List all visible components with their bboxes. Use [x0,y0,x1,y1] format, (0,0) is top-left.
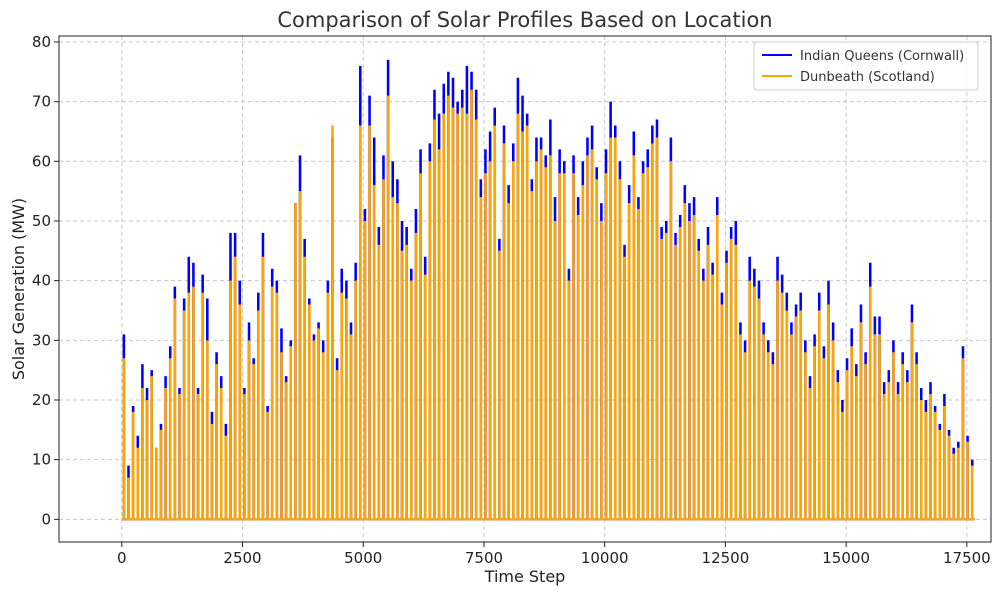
plot-area [121,59,975,521]
x-tick-label: 12500 [702,549,750,567]
y-tick-label: 60 [32,152,51,170]
legend-box [753,41,979,91]
series-dunbeath [121,89,975,521]
y-tick-label: 30 [32,331,51,349]
y-tick-label: 40 [32,272,51,290]
chart-title: Comparison of Solar Profiles Based on Lo… [277,8,772,32]
y-tick-label: 70 [32,93,51,111]
legend-label-indian-queens: Indian Queens (Cornwall) [800,49,964,64]
legend: Indian Queens (Cornwall) Dunbeath (Scotl… [753,41,979,91]
x-tick-label: 0 [117,549,127,567]
x-tick-label: 2500 [223,549,261,567]
y-axis-ticks: 0 10 20 30 40 50 60 70 80 [32,33,59,528]
x-axis-title: Time Step [484,567,566,586]
y-tick-label: 20 [32,391,51,409]
plot-frame [58,35,992,543]
legend-label-dunbeath: Dunbeath (Scotland) [800,70,935,85]
x-tick-label: 15000 [822,549,870,567]
x-tick-label: 7500 [465,549,503,567]
x-tick-label: 5000 [344,549,382,567]
x-tick-label: 10000 [581,549,629,567]
y-tick-label: 50 [32,212,51,230]
y-axis-title: Solar Generation (MW) [9,198,28,380]
x-axis-ticks: 0 2500 5000 7500 10000 12500 15000 17500 [117,542,991,567]
y-tick-label: 80 [32,33,51,51]
x-tick-label: 17500 [943,549,991,567]
y-tick-label: 10 [32,451,51,469]
y-tick-label: 0 [41,510,51,528]
